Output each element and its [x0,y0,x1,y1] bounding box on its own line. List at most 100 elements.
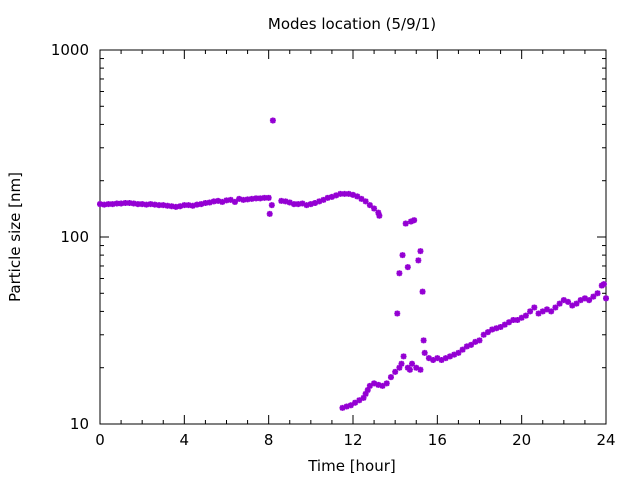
data-point-marker [160,202,167,209]
data-point [172,203,179,210]
data-point-marker [261,194,268,201]
data-point [510,316,517,323]
x-tick-label: 4 [180,431,190,449]
data-point-marker [219,198,226,205]
data-point [316,198,323,205]
data-point-marker [307,201,314,208]
data-point-marker [411,217,418,224]
data-point [282,198,289,205]
data-point-marker [539,308,546,315]
data-point-marker [339,404,346,411]
data-point-marker [350,191,356,198]
data-point-marker [366,202,373,209]
data-point [375,209,382,216]
data-point [375,381,382,388]
data-point-marker [434,355,441,362]
data-point-marker [181,202,188,209]
data-point [399,252,406,259]
data-point-marker [394,310,401,317]
data-point-marker [268,202,275,209]
data-point [206,199,213,206]
data-point-marker [105,201,112,208]
data-point [118,200,125,207]
data-point-marker [362,390,369,397]
data-point [122,199,129,206]
data-point-marker [134,201,141,208]
data-point-marker [514,316,521,323]
data-point-marker [198,201,205,208]
data-point-marker [156,202,163,209]
data-point [442,355,449,362]
data-point [223,197,230,204]
data-point-marker [312,199,319,206]
data-point-marker [415,257,422,264]
data-point [151,201,158,208]
data-point [202,199,209,206]
data-point [411,217,418,224]
data-point [573,300,580,307]
data-point [417,248,424,255]
data-point [535,310,542,317]
data-point-marker [320,196,327,203]
data-point [265,194,272,201]
data-point [109,201,116,208]
data-point [392,368,399,375]
data-point-marker [603,295,609,302]
x-tick-label: 20 [512,431,531,449]
data-point-marker [185,202,192,209]
data-point [231,198,238,205]
data-point [506,319,513,326]
data-point [366,202,373,209]
data-point [337,190,344,197]
data-point [219,198,226,205]
data-point [362,390,369,397]
data-point [415,257,422,264]
data-point [266,210,273,217]
data-point-marker [396,270,403,277]
data-point-marker [244,196,251,203]
data-point [343,403,350,410]
data-point-marker [151,201,158,208]
data-point [404,264,411,271]
data-point [459,346,466,353]
data-point [134,201,141,208]
data-point-marker [552,304,559,311]
data-point-marker [398,360,405,367]
data-point [493,325,500,332]
data-point [560,297,567,304]
data-point [398,360,405,367]
data-point-marker [421,349,428,356]
data-point-marker [569,302,576,309]
data-point-marker [417,366,424,373]
data-point [328,193,335,200]
data-point-marker [290,201,297,208]
data-point-marker [352,399,359,406]
data-point-marker [130,200,137,207]
data-point [569,302,576,309]
data-point-marker [337,190,344,197]
data-point-marker [278,197,285,204]
data-point [600,281,607,288]
data-point-marker [392,368,399,375]
data-point-marker [476,337,483,344]
y-tick-label: 100 [60,228,89,246]
data-point-marker [371,380,378,387]
data-point-marker [143,201,150,208]
data-point-marker [510,316,517,323]
data-point [371,380,378,387]
data-point-marker [360,394,367,401]
data-point [290,201,297,208]
data-point [356,397,363,404]
data-point-marker [295,201,302,208]
data-point [156,202,163,209]
data-point-marker [379,382,386,389]
data-point [210,198,217,205]
data-point [360,394,367,401]
data-point [324,194,331,201]
data-point-marker [472,338,479,345]
data-point [320,196,327,203]
data-point [101,201,108,208]
data-point-marker [489,326,496,333]
data-point-marker [101,201,108,208]
data-point [347,402,354,409]
